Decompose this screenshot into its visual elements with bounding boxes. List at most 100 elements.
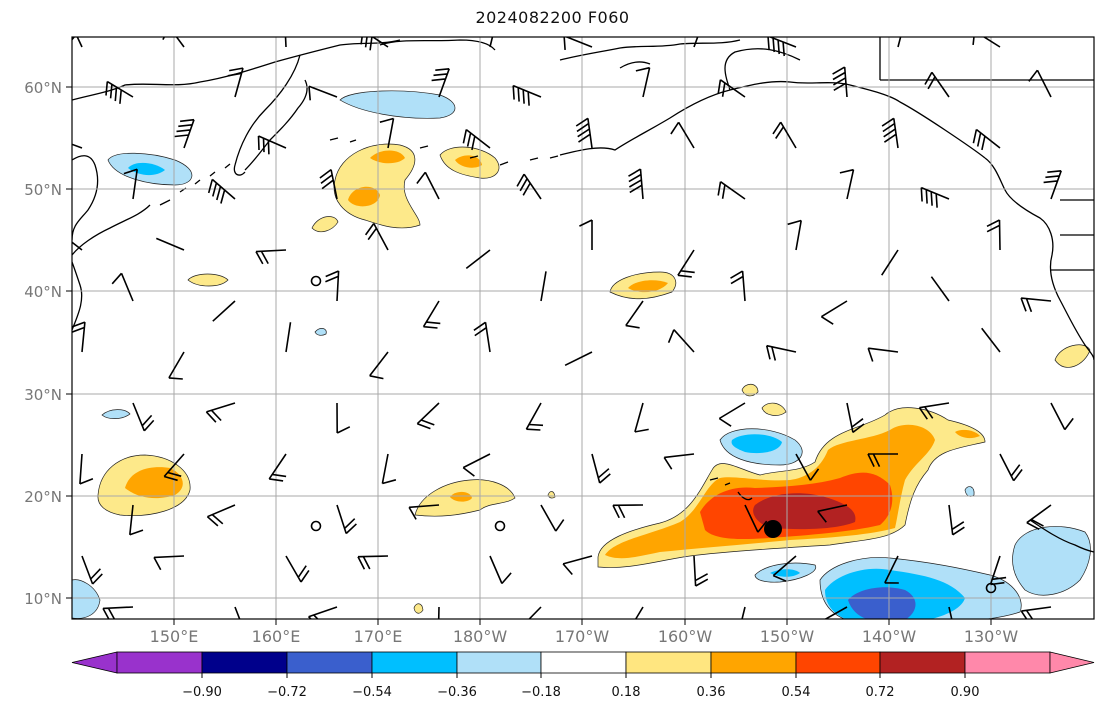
wind-barb [612,504,644,519]
wind-barb [730,270,746,302]
wind-barb [839,168,855,200]
lat-label: 20°N [24,488,62,506]
wind-barb [881,117,899,149]
warm-region-north [333,143,421,229]
wind-barb [123,168,138,200]
wind-barb [693,37,699,48]
colorbar-segment [540,651,627,674]
colorbar [71,651,1095,678]
wind-barb [381,453,397,485]
wind-barb [817,504,848,523]
wind-barb [205,402,236,423]
wind-barb [1028,69,1052,98]
wind-barb [832,66,848,98]
wind-barb [575,117,593,149]
wind-barb [540,271,547,302]
axis-ticks [66,86,992,625]
colorbar-segment [371,651,458,674]
lon-label: 170°W [555,627,610,646]
wind-barb [268,453,287,482]
wind-barb [562,555,593,576]
wind-barb [207,178,236,204]
wind-barb [1026,504,1052,531]
wind-barb [336,504,357,535]
wind-barb [284,37,287,48]
map-title: 2024082200 F060 [475,8,630,27]
colorbar-min-extend [71,651,118,674]
wind-barb [319,168,338,200]
wind-barb [257,135,287,155]
wind-barb [579,219,593,250]
colorbar-segment [710,651,797,674]
wind-barb [717,181,746,200]
wind-barb [591,453,611,484]
wind-barb [81,555,103,585]
colorbar-segment [879,651,966,674]
wind-barb [563,37,593,50]
wind-barb [153,555,185,571]
wind-barb [285,555,310,583]
wind-barb [787,219,802,251]
lat-label: 60°N [24,79,62,97]
wind-barb [111,272,134,302]
latitude-labels: 60°N 50°N 40°N 30°N 20°N 10°N [24,79,62,608]
warm-region-main-darkred [753,493,856,530]
wind-barb [846,402,865,434]
wind-barb [628,168,644,200]
calm-wind-circle [310,275,322,287]
wind-barb [364,223,389,251]
wind-barbs [72,37,1074,619]
wind-barb [1020,606,1052,619]
wind-barb [824,606,848,619]
wind-barb [625,300,644,329]
lat-label: 10°N [24,590,62,608]
wind-barb [465,249,491,270]
colorbar-tick: −0.90 [182,685,222,700]
wind-barb [369,351,389,380]
wind-barb [772,121,797,149]
wind-barb [489,555,512,585]
wind-barb [1020,297,1052,313]
plot-area [72,37,1094,619]
wind-barb [717,79,746,98]
wind-barb [667,329,695,353]
wind-barb [693,555,709,587]
wind-barb [212,300,236,322]
wind-barb [930,276,950,302]
wind-barb [634,402,649,433]
wind-barb [234,606,241,619]
colorbar-segment [456,651,542,674]
wind-barb [255,249,287,265]
lat-label: 40°N [24,283,62,301]
colorbar-segment [116,651,203,674]
calm-wind-circle [985,582,997,594]
wind-barb [540,504,565,532]
calm-wind-circle [494,520,506,532]
wind-barb [765,344,797,361]
wind-barb [741,606,746,619]
wind-barb [918,402,950,420]
wind-barb [948,504,965,536]
lon-label: 170°E [354,627,403,646]
lon-label: 130°W [964,627,1019,646]
wind-barb [795,453,820,481]
wind-barb [325,270,340,302]
colorbar-tick: 0.90 [951,685,980,700]
wind-barb [308,85,338,101]
wind-barb [1043,170,1062,200]
wind-barb [972,128,1001,151]
wind-barb [206,504,236,527]
wind-barb [129,504,144,536]
wind-barb [416,171,440,200]
lon-label: 160°W [658,627,713,646]
colorbar-segment [964,651,1051,674]
lat-label: 50°N [24,181,62,199]
wind-barb [408,504,440,520]
colorbar-tick: 0.72 [866,685,895,700]
plot-frame [71,36,1095,620]
wind-barb [920,186,950,208]
wind-barb [744,504,768,533]
colorbar-tick-labels: −0.90 −0.72 −0.54 −0.36 −0.18 0.18 0.36 … [182,685,979,700]
wind-barb [416,402,440,430]
wind-barb [174,118,195,149]
